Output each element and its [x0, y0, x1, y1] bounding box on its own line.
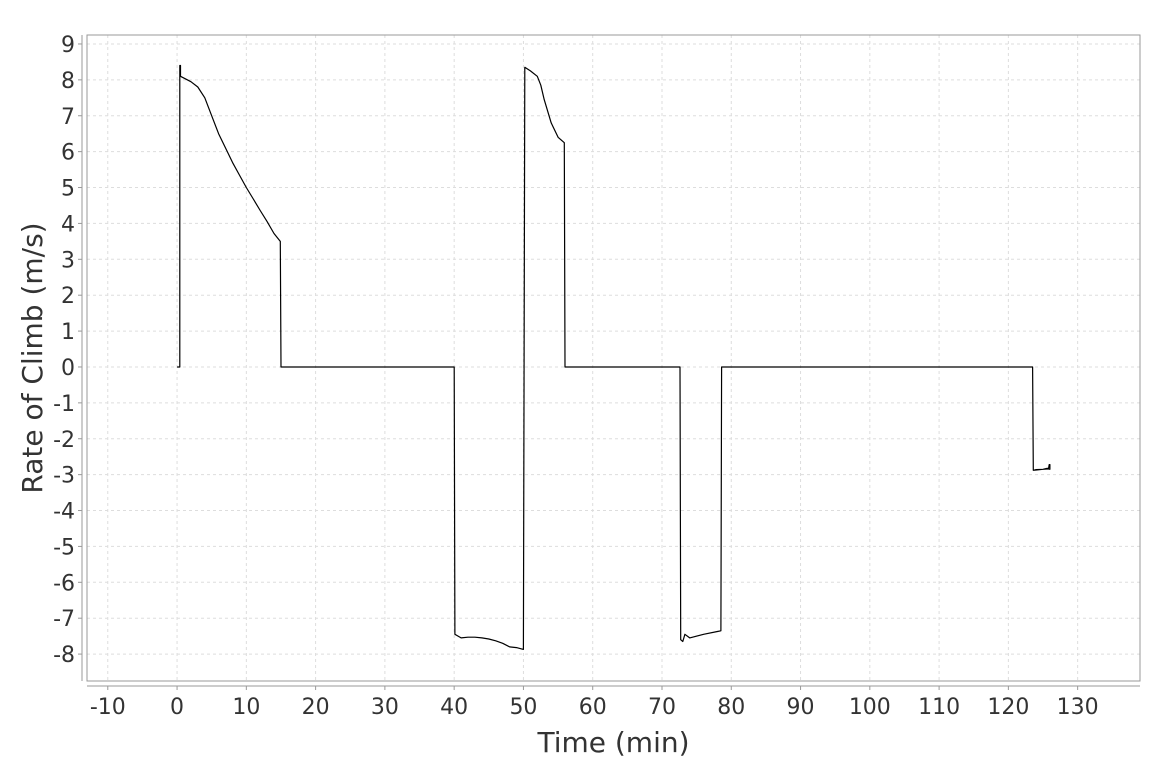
x-tick-label: 60: [579, 695, 607, 720]
y-tick-label: -5: [53, 535, 75, 560]
y-tick-label: -7: [53, 607, 75, 632]
y-tick-label: -1: [53, 392, 75, 417]
x-axis-title: Time (min): [536, 726, 689, 759]
x-tick-label: -10: [90, 695, 126, 720]
y-tick-label: 4: [61, 212, 75, 237]
grid-lines: [87, 35, 1140, 681]
y-tick-label: -8: [53, 643, 75, 668]
y-tick-label: 7: [61, 105, 75, 130]
y-tick-label: 8: [61, 69, 75, 94]
y-axis-title: Rate of Climb (m/s): [16, 222, 49, 493]
x-tick-label: 80: [717, 695, 745, 720]
x-tick-label: 110: [918, 695, 960, 720]
x-tick-label: 20: [302, 695, 330, 720]
x-tick-label: 100: [849, 695, 891, 720]
x-tick-label: 90: [787, 695, 815, 720]
x-tick-label: 120: [987, 695, 1029, 720]
y-tick-label: -2: [53, 428, 75, 453]
x-tick-label: 0: [170, 695, 184, 720]
axis-lines: [81, 35, 1140, 687]
x-tick-label: 50: [509, 695, 537, 720]
y-tick-label: 2: [61, 284, 75, 309]
y-axis-ticks: 9 8 7 6 5 4 3 2 1 0 -1 -2 -3 -4 -5 -6 -7 -8: [53, 33, 82, 668]
y-tick-label: 6: [61, 141, 75, 166]
x-axis-ticks: -10 0 10 20 30 40 50 60 70 80 90 100 110 120 130: [90, 686, 1099, 720]
y-tick-label: 9: [61, 33, 75, 58]
x-tick-label: 10: [232, 695, 260, 720]
x-tick-label: 130: [1057, 695, 1099, 720]
y-tick-label: 1: [61, 320, 75, 345]
y-tick-label: -4: [53, 500, 75, 525]
y-tick-label: -6: [53, 571, 75, 596]
y-tick-label: 5: [61, 177, 75, 202]
x-tick-label: 70: [648, 695, 676, 720]
y-tick-label: 3: [61, 248, 75, 273]
x-tick-label: 30: [371, 695, 399, 720]
y-tick-label: 0: [61, 356, 75, 381]
y-tick-label: -3: [53, 464, 75, 489]
series-layer: [177, 64, 1051, 651]
x-tick-label: 40: [440, 695, 468, 720]
series-line: [177, 64, 1051, 651]
plot-area-frame: [86, 34, 1141, 682]
